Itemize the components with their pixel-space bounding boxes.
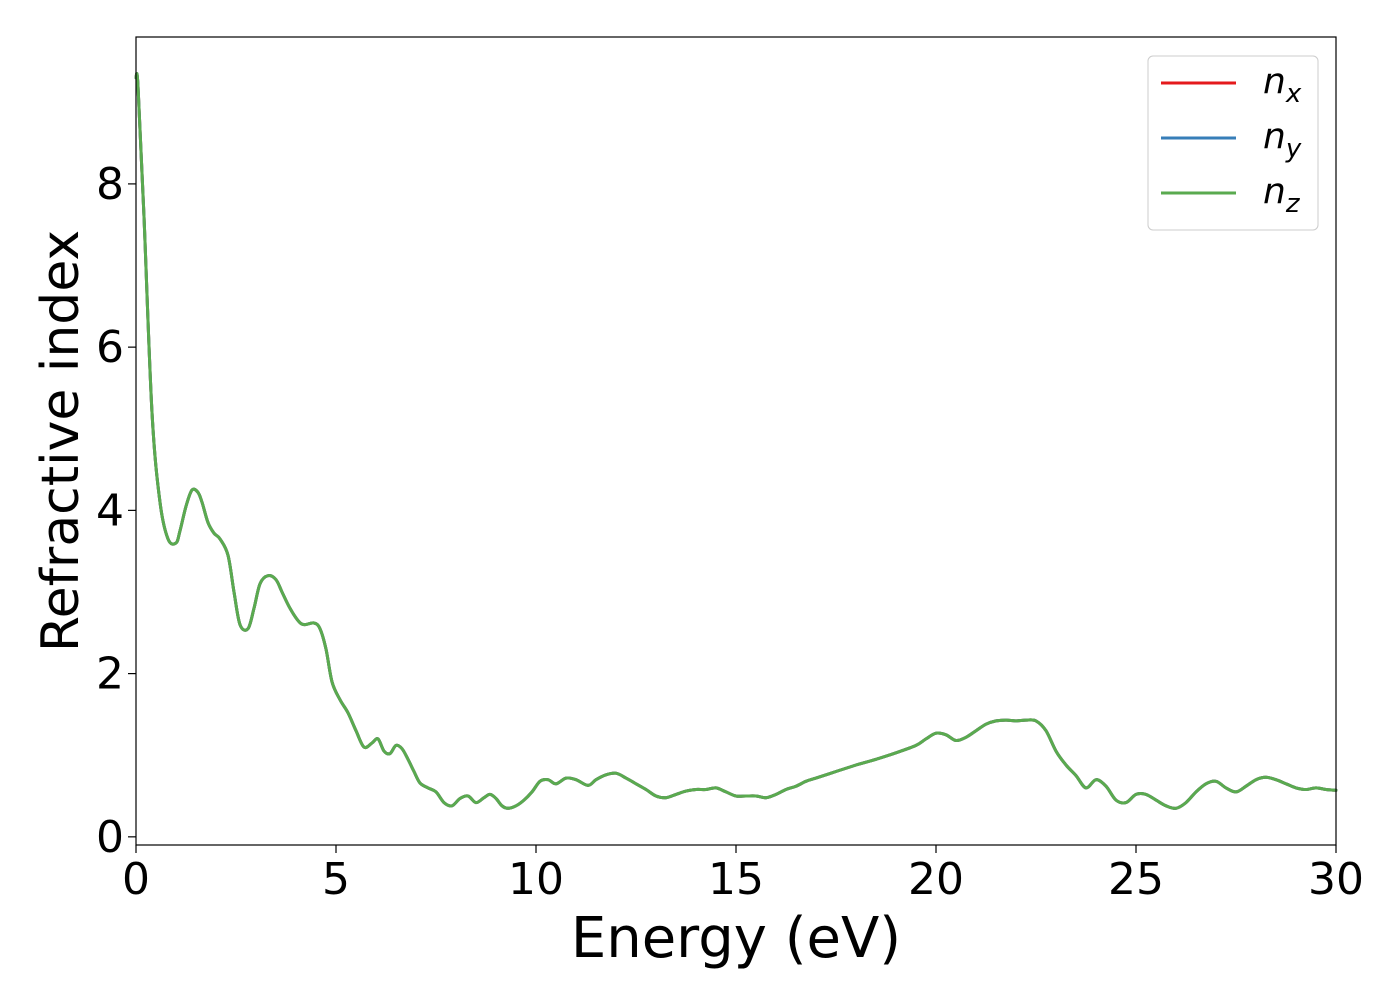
legend-label-n-z: nz	[1263, 171, 1301, 219]
x-tick-label: 25	[1108, 854, 1164, 905]
x-axis-ticks: 0 5 10 15 20 25 30	[122, 845, 1364, 905]
y-tick-label: 4	[96, 485, 124, 536]
y-axis-label: Refractive index	[31, 230, 91, 652]
y-tick-label: 8	[96, 159, 124, 210]
y-tick-label: 6	[96, 322, 124, 373]
legend-box	[1147, 55, 1319, 231]
y-tick-label: 2	[96, 649, 124, 700]
x-tick-label: 5	[322, 854, 350, 905]
x-tick-label: 0	[122, 854, 150, 905]
x-tick-label: 30	[1308, 854, 1364, 905]
legend: nx ny nz	[1147, 55, 1319, 231]
x-tick-label: 20	[908, 854, 964, 905]
y-axis-ticks: 0 2 4 6 8	[96, 159, 136, 863]
x-tick-label: 10	[508, 854, 564, 905]
series-line-n-z	[134, 72, 1338, 810]
legend-label-n-y: ny	[1263, 116, 1302, 164]
x-axis-label: Energy (eV)	[571, 906, 901, 971]
legend-label-n-x: nx	[1263, 61, 1302, 109]
series-layer	[134, 72, 1338, 810]
x-tick-label: 15	[708, 854, 764, 905]
y-tick-label: 0	[96, 812, 124, 863]
